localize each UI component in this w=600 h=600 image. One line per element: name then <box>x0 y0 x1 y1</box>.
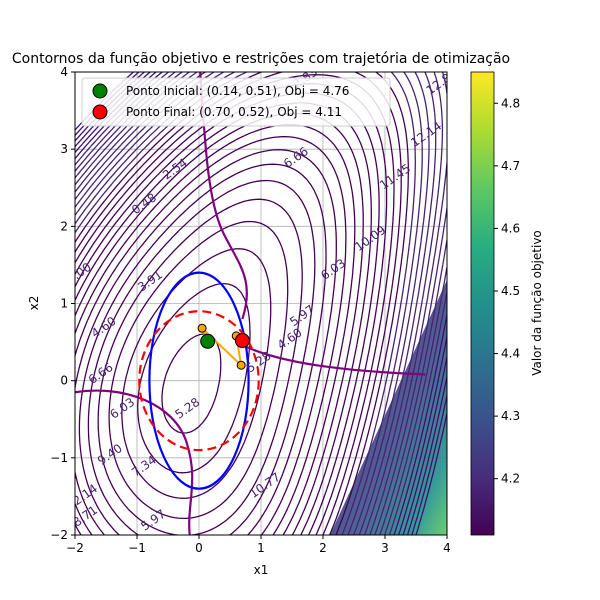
y-tick-label: 1 <box>60 297 68 311</box>
colorbar-tick-label: 4.7 <box>501 159 520 173</box>
start-point-marker <box>200 333 216 349</box>
x-tick-label: 4 <box>443 541 451 555</box>
colorbar-tick-label: 4.6 <box>501 221 520 235</box>
contour-line <box>75 136 347 535</box>
colorbar-ticks: 4.2 4.3 4.4 4.5 4.6 4.7 4.8 <box>494 96 520 486</box>
legend: Ponto Inicial: (0.14, 0.51), Obj = 4.76 … <box>81 77 391 127</box>
end-point-marker <box>234 333 250 349</box>
contour-line <box>108 220 289 520</box>
contour-line <box>121 248 272 499</box>
constraint-boundary-lower <box>75 389 194 535</box>
contour-line <box>78 163 327 535</box>
x-tick-label: −2 <box>66 541 84 555</box>
trajectory-point <box>197 323 207 333</box>
legend-label-start: Ponto Inicial: (0.14, 0.51), Obj = 4.76 <box>126 84 349 98</box>
contour-line <box>97 198 303 535</box>
colorbar-tick-label: 4.2 <box>501 472 520 486</box>
colorbar-tick-label: 4.8 <box>501 96 520 110</box>
optimization-trajectory <box>197 323 250 370</box>
y-tick-label: 4 <box>60 65 68 79</box>
constraint-curves <box>138 271 260 490</box>
legend-label-end: Ponto Final: (0.70, 0.52), Obj = 4.11 <box>126 105 342 119</box>
colorbar-gradient <box>470 71 495 536</box>
contour-line <box>87 179 316 535</box>
x-tick-label: 2 <box>319 541 327 555</box>
y-tick-label: 3 <box>60 142 68 156</box>
y-tick-label: −2 <box>50 528 68 542</box>
colorbar-tick-label: 4.5 <box>501 284 520 298</box>
y-axis-label: x2 <box>27 296 41 311</box>
contour-line <box>161 333 222 434</box>
y-tick-label: −1 <box>50 451 68 465</box>
colorbar-tick-label: 4.4 <box>501 347 520 361</box>
constraint-ellipse <box>148 271 250 490</box>
colorbar-label: Valor da função objetivo <box>530 230 544 376</box>
colorbar: 4.2 4.3 4.4 4.5 4.6 4.7 4.8 Valor da função ob… <box>470 71 544 536</box>
x-tick-label: 0 <box>195 541 203 555</box>
constraint-circle <box>138 310 260 452</box>
contour-line <box>75 149 337 535</box>
legend-marker-start <box>92 83 108 99</box>
contour-line <box>75 112 364 535</box>
y-axis-ticks: −2 −1 0 1 2 3 4 <box>50 65 75 542</box>
x-tick-label: −1 <box>128 541 146 555</box>
y-tick-label: 0 <box>60 374 68 388</box>
filled-region <box>330 280 447 535</box>
plot-area: 12.836.662.540.483.915.004.606.666.039.4… <box>50 65 451 555</box>
contour-line <box>75 123 356 535</box>
trajectory-point <box>236 360 246 370</box>
chart-title: Contornos da função objetivo e restriçõe… <box>12 51 510 67</box>
legend-marker-end <box>92 104 108 120</box>
x-axis-label: x1 <box>254 563 269 577</box>
legend-box <box>81 77 391 127</box>
colorbar-tick-label: 4.3 <box>501 409 520 423</box>
x-tick-label: 3 <box>381 541 389 555</box>
x-tick-label: 1 <box>257 541 265 555</box>
constraint-boundary-right <box>235 341 426 376</box>
x-axis-ticks: −2 −1 0 1 2 3 4 <box>66 535 451 555</box>
y-tick-label: 2 <box>60 219 68 233</box>
constraint-boundary-upper <box>199 72 248 320</box>
